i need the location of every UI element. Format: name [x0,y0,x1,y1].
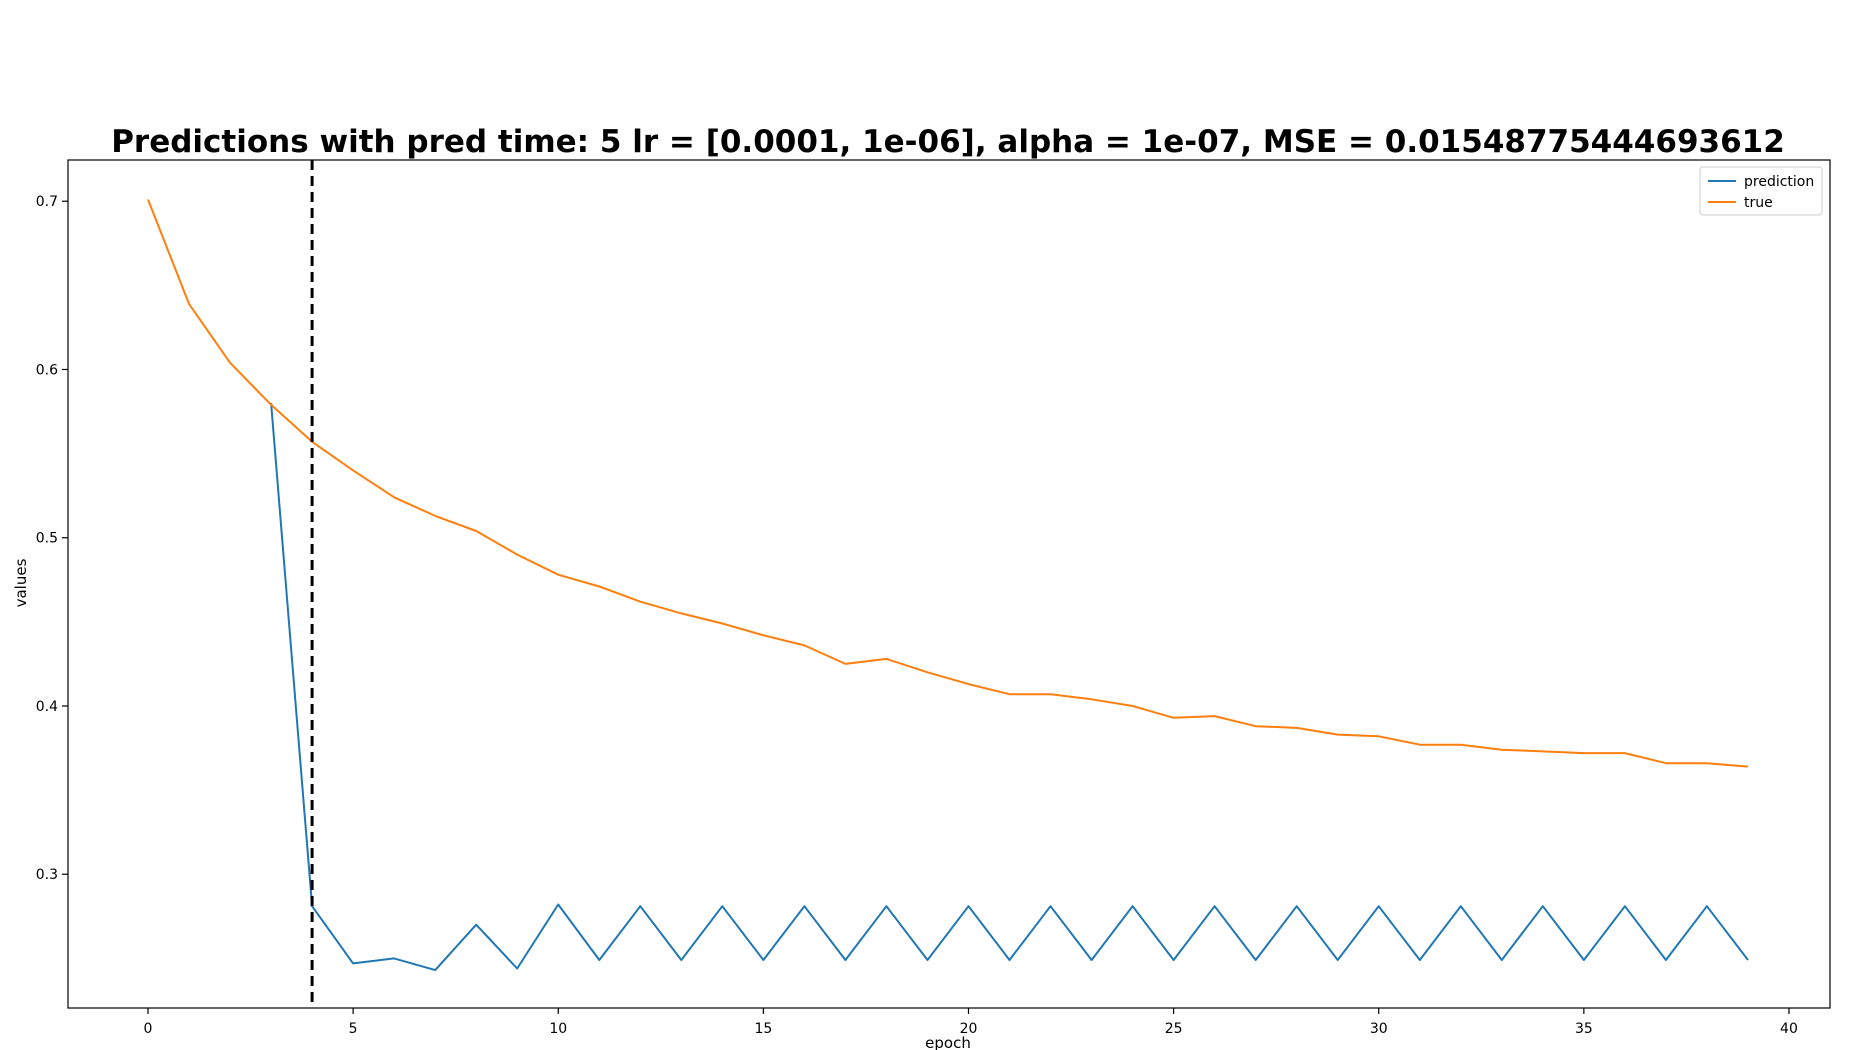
x-tick-label: 20 [960,1021,978,1037]
x-tick-label: 10 [549,1021,567,1037]
x-tick-label: 30 [1370,1021,1388,1037]
y-tick-label: 0.4 [36,699,58,715]
series-line-true [147,199,1749,768]
y-tick-label: 0.6 [36,362,58,378]
y-axis-label: values [12,558,30,607]
x-tick-label: 35 [1575,1021,1593,1037]
x-axis: 0 5 10 15 20 25 30 35 40 [144,1008,1798,1037]
x-axis-label: epoch [925,1034,971,1050]
legend-label-true: true [1744,195,1773,211]
y-tick-label: 0.3 [36,867,58,883]
plot-frame [67,159,1831,1009]
x-tick-label: 25 [1165,1021,1183,1037]
x-tick-label: 40 [1780,1021,1798,1037]
series-line-prediction [270,403,1749,972]
y-axis: 0.3 0.4 0.5 0.6 0.7 [36,194,68,883]
x-tick-label: 0 [144,1021,153,1037]
x-tick-label: 5 [349,1021,358,1037]
y-tick-label: 0.7 [36,194,58,210]
y-tick-label: 0.5 [36,531,58,547]
legend-label-prediction: prediction [1744,174,1814,190]
plot-area [67,159,1831,1009]
chart-title: Predictions with pred time: 5 lr = [0.00… [111,124,1785,160]
legend: prediction true [1699,166,1823,216]
x-tick-label: 15 [754,1021,772,1037]
